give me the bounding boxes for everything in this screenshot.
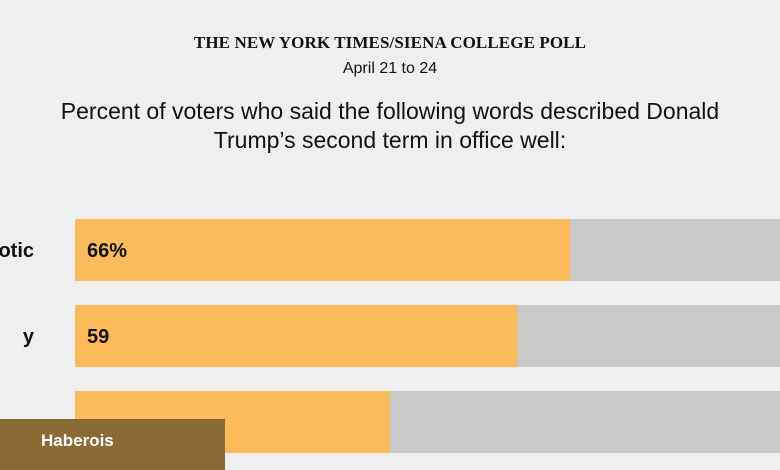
bar	[75, 305, 518, 367]
poll-dates: April 21 to 24	[342, 60, 438, 77]
bar	[75, 219, 570, 281]
bar-chart: otic 66% y 59	[0, 219, 780, 453]
value-label: 66%	[87, 240, 127, 262]
publisher-badge[interactable]: Haberois	[0, 419, 225, 470]
poll-source: THE NEW YORK TIMES/SIENA COLLEGE POLL	[193, 33, 587, 52]
chart-title: Percent of voters who said the following…	[60, 98, 720, 153]
category-label: y	[23, 326, 35, 348]
value-label: 59	[87, 326, 109, 348]
category-label: otic	[0, 240, 34, 262]
